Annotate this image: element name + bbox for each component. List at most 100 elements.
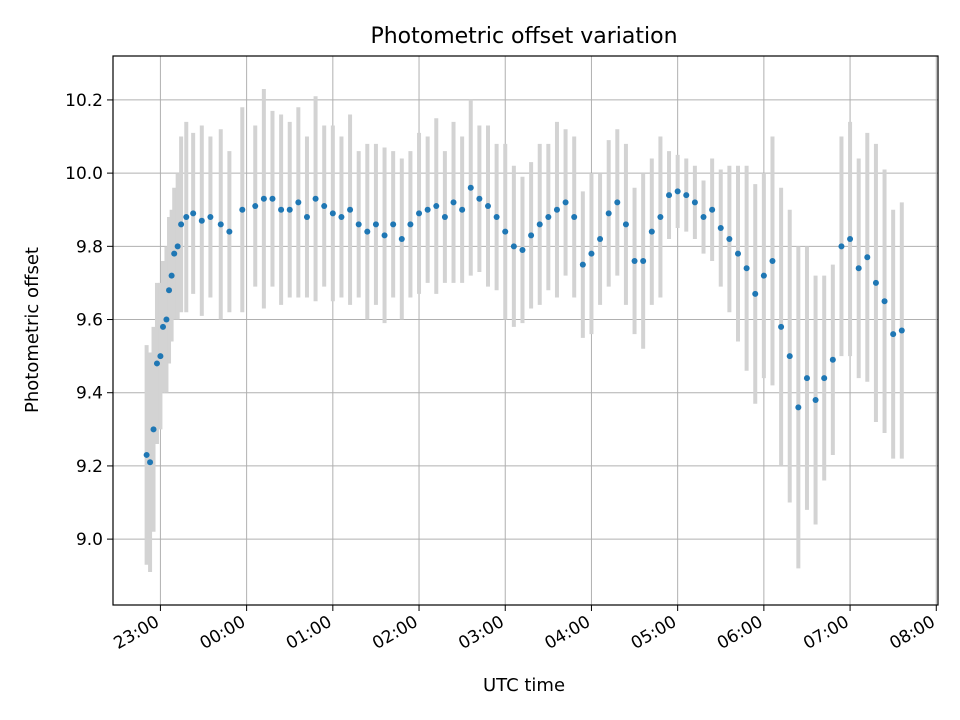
data-point	[769, 257, 776, 264]
data-point	[467, 184, 474, 191]
data-point	[812, 397, 819, 404]
data-point	[390, 221, 397, 228]
data-point	[217, 221, 224, 228]
data-point	[803, 375, 810, 382]
data-point	[890, 331, 897, 338]
data-points	[143, 184, 905, 466]
data-point	[743, 265, 750, 272]
data-point	[239, 206, 246, 213]
data-point	[183, 214, 190, 221]
data-point	[614, 199, 621, 206]
data-point	[190, 210, 197, 217]
data-point	[157, 353, 164, 360]
data-point	[163, 316, 170, 323]
data-point	[295, 199, 302, 206]
data-point	[459, 206, 466, 213]
data-point	[588, 250, 595, 257]
data-point	[528, 232, 535, 239]
data-point	[778, 323, 785, 330]
data-point	[407, 221, 414, 228]
data-point	[476, 195, 483, 202]
data-point	[286, 206, 293, 213]
data-point	[579, 261, 586, 268]
data-point	[691, 199, 698, 206]
data-point	[493, 214, 500, 221]
data-point	[450, 199, 457, 206]
data-point	[226, 228, 233, 235]
error-bars	[144, 88, 904, 573]
data-point	[648, 228, 655, 235]
plot-frame	[112, 55, 939, 606]
data-point	[321, 203, 328, 210]
data-point	[303, 214, 310, 221]
data-point	[269, 195, 276, 202]
y-tick-label: 10.0	[65, 164, 103, 184]
data-point	[597, 236, 604, 242]
y-tick-label: 9.6	[76, 311, 103, 331]
data-point	[631, 257, 638, 264]
data-point	[278, 206, 285, 213]
data-point	[898, 327, 905, 334]
data-point	[372, 221, 379, 228]
y-tick-label: 10.2	[65, 91, 103, 111]
data-point	[605, 210, 612, 217]
data-point	[398, 236, 405, 242]
data-point	[150, 426, 157, 433]
data-point	[143, 451, 150, 458]
data-point	[838, 243, 845, 250]
x-tick-label: 02:00	[369, 612, 421, 654]
data-point	[260, 195, 267, 202]
data-point	[674, 188, 681, 195]
data-point	[752, 290, 759, 297]
x-tick-label: 05:00	[628, 612, 680, 654]
x-tick-label: 06:00	[714, 612, 766, 654]
x-tick-label: 00:00	[197, 612, 249, 654]
y-tick-label: 9.8	[76, 237, 103, 257]
data-point	[666, 192, 673, 199]
data-point	[381, 232, 388, 239]
data-point	[717, 225, 724, 232]
data-point	[198, 217, 205, 224]
data-point	[622, 221, 629, 228]
data-point	[562, 199, 569, 206]
data-point	[355, 221, 362, 228]
data-point	[553, 206, 560, 213]
data-point	[795, 404, 802, 411]
data-point	[329, 210, 336, 217]
data-point	[168, 272, 175, 279]
data-point	[786, 353, 793, 360]
data-point	[207, 214, 214, 221]
data-point	[174, 243, 181, 250]
data-point	[726, 236, 733, 242]
data-point	[338, 214, 345, 221]
chart-title: Photometric offset variation	[370, 24, 677, 49]
x-tick-label: 07:00	[800, 612, 852, 654]
data-point	[416, 210, 423, 217]
data-point	[153, 360, 160, 367]
data-point	[735, 250, 741, 257]
data-point	[347, 206, 354, 213]
x-axis-ticks: 23:00 00:00 01:00 02:00 03:00 04:00 05:00 06:00…	[110, 605, 939, 654]
x-tick-label: 03:00	[455, 612, 507, 654]
x-tick-label: 04:00	[542, 612, 594, 654]
data-point	[847, 236, 854, 242]
data-point	[166, 287, 173, 294]
data-point	[536, 221, 543, 228]
data-point	[252, 203, 259, 210]
data-point	[829, 356, 836, 363]
data-point	[881, 298, 888, 305]
data-point	[640, 257, 647, 264]
data-point	[485, 203, 491, 210]
x-axis-label: UTC time	[483, 675, 565, 696]
y-axis-ticks: 9.0 9.2 9.4 9.6 9.8 10.0 10.2	[65, 91, 113, 550]
data-point	[441, 214, 448, 221]
x-tick-label: 01:00	[283, 612, 335, 654]
data-point	[433, 203, 440, 210]
x-tick-label: 23:00	[110, 612, 162, 654]
data-point	[683, 192, 690, 199]
data-point	[855, 265, 862, 272]
data-point	[510, 243, 517, 250]
y-tick-label: 9.0	[76, 530, 103, 550]
data-point	[160, 323, 166, 330]
